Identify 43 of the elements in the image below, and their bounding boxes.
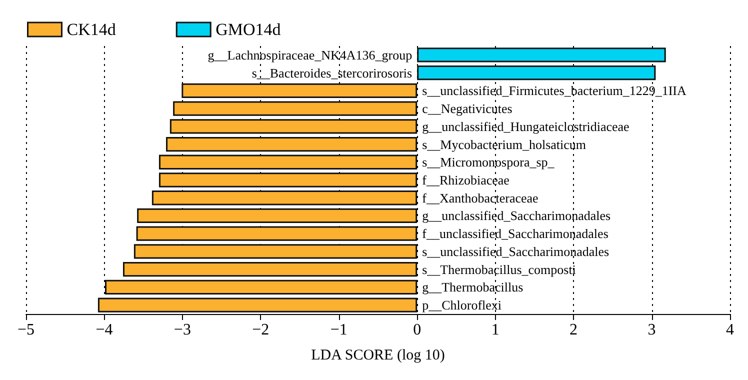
bar (166, 136, 418, 152)
y-tick-label: c__Negativicutes (422, 101, 512, 116)
y-tick-label: s__unclassified_Firmicutes_bacterium_1229_1IIA (422, 83, 687, 98)
bar (152, 190, 418, 206)
x-tick-label: −4 (96, 322, 113, 338)
x-tick-label: 2 (570, 322, 578, 338)
y-tick-label: f__unclassified_Saccharimonadales (422, 226, 608, 242)
x-tick-label: 0 (413, 322, 422, 338)
y-tick-label: g__Lachnospiraceae_NK4A136_group (208, 47, 412, 62)
x-tick-label: −5 (17, 322, 35, 338)
y-tick-label: p__Chloroflexi (422, 298, 502, 313)
y-tick-label: g__Thermobacillus (422, 280, 524, 295)
y-tick-label: s__Micromonospora_sp_ (422, 154, 555, 170)
x-tick-label: −2 (252, 322, 270, 338)
bar (134, 244, 418, 259)
bar (158, 172, 418, 188)
legend-label: GMO14d (216, 20, 282, 39)
y-tick-label: s__Thermobacillus_composti (422, 262, 576, 277)
bar (122, 262, 418, 277)
y-tick-label: f__Xanthobacteraceae (422, 190, 539, 206)
y-tick-label: g__unclassified_Saccharimonadales (422, 208, 611, 224)
y-tick-label: s__unclassified_Saccharimonadales (422, 244, 610, 259)
y-tick-label: f__Rhizobiaceae (422, 172, 510, 188)
bar (417, 65, 656, 80)
y-tick-label: s__Mycobacterium_holsaticum (422, 136, 586, 152)
x-tick-label: 3 (648, 322, 656, 338)
bar (173, 101, 418, 116)
bar (170, 119, 418, 134)
legend-label: CK14d (66, 20, 116, 39)
bar (105, 280, 418, 295)
bar (98, 298, 418, 312)
bar (182, 83, 418, 98)
x-axis-title: LDA SCORE (log 10) (311, 348, 445, 364)
x-tick-label: 1 (491, 322, 500, 338)
y-tick-label: g__unclassified_Hungateiclostridiaceae (422, 118, 630, 134)
bar (136, 226, 418, 241)
x-tick-label: 4 (726, 322, 734, 338)
x-tick-label: −1 (330, 322, 348, 338)
bar (417, 48, 666, 62)
bar (158, 154, 418, 170)
bar (137, 208, 418, 224)
x-tick-label: −3 (174, 322, 191, 338)
y-tick-label: s__Bacteroides_stercorirosoris (252, 65, 412, 80)
